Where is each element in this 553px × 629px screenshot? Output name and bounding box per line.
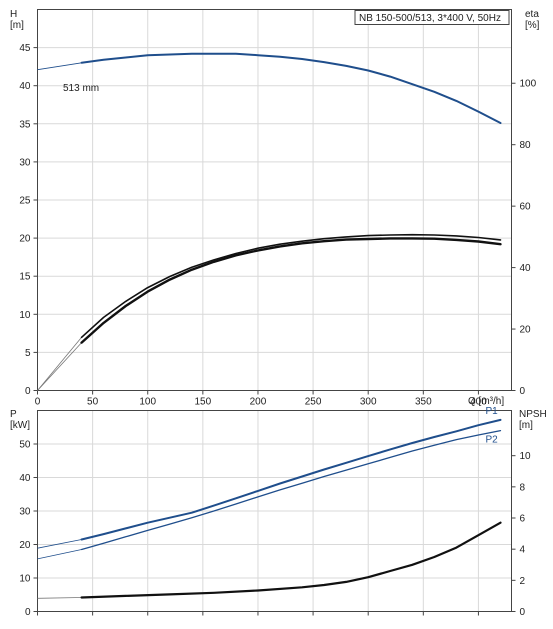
left-tick-label: 0	[25, 607, 31, 618]
series-extrapolation-line	[37, 539, 82, 549]
left-tick-label: 40	[19, 473, 31, 484]
x-tick-label: 250	[305, 397, 322, 408]
left-tick-label: 20	[19, 234, 31, 245]
bottom-right-axis-unit: NPSH [m]	[519, 409, 547, 431]
bottom-series-group	[37, 418, 502, 599]
x-tick-label: 150	[195, 397, 212, 408]
left-tick-label: 15	[19, 272, 31, 283]
left-tick-label: 40	[19, 81, 31, 92]
bottom-x-ticks	[37, 611, 479, 616]
bottom-series-labels: P1 P2	[485, 406, 498, 446]
top-series-group	[37, 52, 502, 391]
left-tick-label: 50	[19, 440, 31, 451]
left-tick-label: 35	[19, 119, 31, 130]
top-grid	[37, 9, 512, 391]
bottom-left-axis-unit: P [kW]	[10, 409, 30, 431]
chart-title-box	[354, 10, 510, 25]
series-line-2	[80, 233, 502, 339]
left-tick-label: 5	[25, 348, 31, 359]
top-left-axis-unit-line1: H [m]	[10, 9, 24, 31]
right-tick-label: 80	[520, 140, 532, 151]
series-line-0	[80, 52, 502, 124]
right-tick-label: 20	[520, 325, 532, 336]
series-line-2	[80, 521, 502, 599]
right-tick-label: 4	[520, 545, 526, 556]
bottom-left-ticks: 0 10 20 30 40 50	[19, 440, 38, 618]
x-axis-label: Q [m³/h]	[468, 396, 504, 407]
series-extrapolation-line	[37, 549, 82, 560]
series-line-1	[80, 429, 502, 551]
top-x-ticks: 0 50 100 150 200 250 300 350 400	[35, 390, 487, 408]
right-tick-label: 40	[520, 263, 532, 274]
left-tick-label: 30	[19, 507, 31, 518]
series-extrapolation-line	[37, 62, 82, 71]
top-right-ticks: 0 20 40 60 80 100	[511, 79, 537, 397]
series-extrapolation-line	[37, 337, 82, 391]
series-line-0	[80, 418, 502, 541]
bottom-grid	[37, 410, 512, 612]
bottom-panel: P [kW] NPSH [m] 0 10 20 30 40 50 0 2 4 6 8 10 P1 P2	[10, 406, 547, 618]
right-tick-label: 0	[520, 607, 526, 618]
right-tick-label: 10	[520, 451, 532, 462]
x-tick-label: 350	[415, 397, 432, 408]
x-tick-label: 200	[250, 397, 267, 408]
right-tick-label: 6	[520, 514, 526, 525]
x-tick-label: 400	[470, 397, 487, 408]
left-tick-label: 25	[19, 196, 31, 207]
left-tick-label: 10	[19, 310, 31, 321]
impeller-diameter-annotation: 513 mm	[63, 83, 99, 94]
x-tick-label: 300	[360, 397, 377, 408]
x-tick-label: 0	[35, 397, 41, 408]
series-extrapolation-line	[37, 342, 82, 391]
right-tick-label: 100	[520, 79, 537, 90]
top-panel: H [m] eta [%] NB 150-500/513, 3*400 V, 50H…	[10, 9, 540, 408]
right-tick-label: 2	[520, 576, 526, 587]
series-line-1	[80, 237, 502, 344]
top-right-axis-unit-line1: eta [%]	[525, 9, 540, 31]
left-tick-label: 10	[19, 574, 31, 585]
bottom-right-ticks: 0 2 4 6 8 10	[511, 451, 532, 618]
left-tick-label: 45	[19, 43, 31, 54]
right-tick-label: 60	[520, 202, 532, 213]
x-tick-label: 100	[139, 397, 156, 408]
top-left-ticks: 0 5 10 15 20 25 30 35 40 45	[19, 43, 38, 397]
left-tick-label: 0	[25, 386, 31, 397]
series-extrapolation-line	[37, 597, 82, 599]
left-tick-label: 30	[19, 157, 31, 168]
right-tick-label: 8	[520, 482, 526, 493]
x-tick-label: 50	[87, 397, 99, 408]
series-label-p1: P1	[485, 406, 498, 417]
left-tick-label: 20	[19, 540, 31, 551]
series-label-p2: P2	[485, 435, 498, 446]
chart-title: NB 150-500/513, 3*400 V, 50Hz	[359, 13, 501, 24]
right-tick-label: 0	[520, 386, 526, 397]
